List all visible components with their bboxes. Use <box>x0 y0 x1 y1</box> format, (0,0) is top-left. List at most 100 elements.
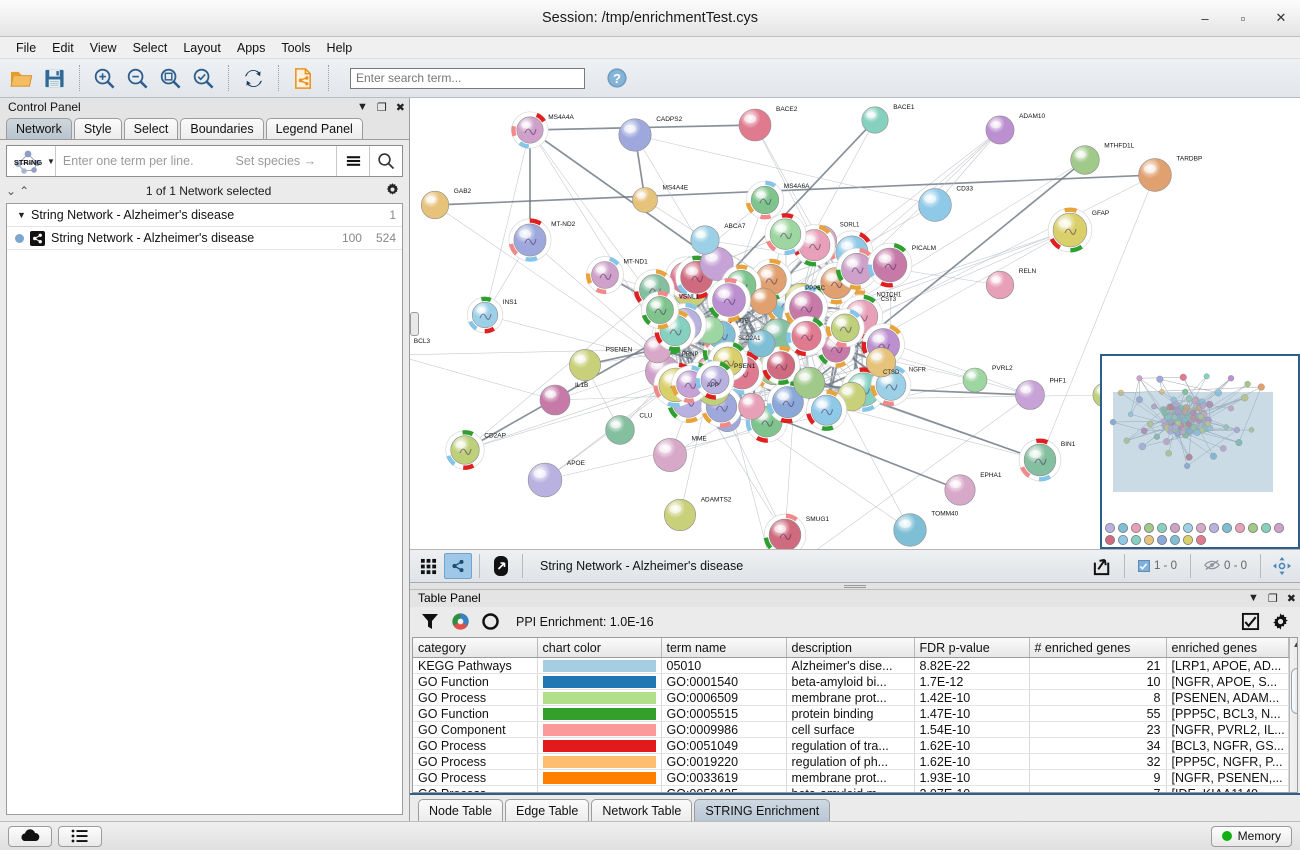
zoom-selected-icon[interactable] <box>188 63 219 94</box>
svg-text:BACE1: BACE1 <box>893 104 915 111</box>
col-fdr-pvalue[interactable]: FDR p-value <box>914 637 1030 659</box>
col-category[interactable]: category <box>413 637 538 659</box>
expand-triangle-icon[interactable]: ▼ <box>17 210 26 220</box>
donut-chart-icon[interactable] <box>478 610 502 634</box>
control-panel-tabs: Network Style Select Boundaries Legend P… <box>0 116 409 140</box>
tab-style[interactable]: Style <box>73 118 122 139</box>
open-folder-icon[interactable] <box>6 63 37 94</box>
table-row[interactable]: GO Component GO:0009986 cell surface 1.54E-… <box>413 721 1289 739</box>
table-row[interactable]: GO Function GO:0005515 protein binding 1.47… <box>413 705 1289 723</box>
birds-eye-minimap[interactable] <box>1100 354 1300 549</box>
color-wheel-icon[interactable] <box>448 610 472 634</box>
table-row[interactable]: GO Process GO:0006509 membrane prot... 1.42… <box>413 689 1289 707</box>
memory-button[interactable]: Memory <box>1210 825 1292 847</box>
grid-layout-icon[interactable] <box>414 553 442 579</box>
col-term-name[interactable]: term name <box>661 637 787 659</box>
tab-legend-panel[interactable]: Legend Panel <box>265 118 363 139</box>
menu-layout[interactable]: Layout <box>183 40 221 55</box>
set-species-link[interactable]: Set species → <box>235 154 317 168</box>
tab-boundaries[interactable]: Boundaries <box>180 118 264 139</box>
close-icon[interactable]: ✕ <box>1275 10 1287 25</box>
string-options-icon[interactable] <box>336 146 369 176</box>
table-panel-close-icon[interactable]: ✖ <box>1286 592 1296 605</box>
col-num-enriched-genes[interactable]: # enriched genes <box>1029 637 1167 659</box>
menu-apps[interactable]: Apps <box>236 40 266 55</box>
tab-string-enrichment[interactable]: STRING Enrichment <box>694 799 831 821</box>
table-header-row: category chart color term name descripti… <box>413 637 1289 659</box>
menu-file[interactable]: File <box>16 40 37 55</box>
table-row[interactable]: KEGG Pathways 05010 Alzheimer's dise... 8.8… <box>413 657 1289 675</box>
string-term-input[interactable]: Enter one term per line. Set species → <box>56 154 336 168</box>
enrichment-table[interactable]: category chart color term name descripti… <box>413 637 1289 792</box>
hidden-nodes-counter[interactable]: 0 - 0 <box>1198 559 1253 574</box>
table-row[interactable]: GO Process GO:0019220 regulation of ph... 1… <box>413 753 1289 771</box>
selected-nodes-counter[interactable]: 1 - 0 <box>1132 560 1183 572</box>
zoom-out-icon[interactable] <box>122 63 153 94</box>
enrichment-table-wrapper[interactable]: category chart color term name descripti… <box>412 636 1298 793</box>
save-icon[interactable] <box>39 63 70 94</box>
table-row[interactable]: GO Process GO:0051049 regulation of tra...… <box>413 737 1289 755</box>
control-panel-float-icon[interactable]: ❐ <box>376 101 387 114</box>
tab-network[interactable]: Network <box>6 118 72 139</box>
tab-edge-table[interactable]: Edge Table <box>505 799 590 821</box>
table-settings-gear-icon[interactable] <box>1268 610 1292 634</box>
filter-funnel-icon[interactable] <box>418 610 442 634</box>
menu-select[interactable]: Select <box>132 40 168 55</box>
select-all-checkbox-icon[interactable] <box>1238 610 1262 634</box>
col-enriched-genes[interactable]: enriched genes <box>1166 637 1289 659</box>
network-view-canvas[interactable]: MT-ND2 MT-ND1 VSNL1 GAB2 INS1 IL1B CLU MME BCL3 C… <box>410 98 1300 550</box>
pan-mode-icon[interactable] <box>1268 553 1296 579</box>
string-search-icon[interactable] <box>369 146 402 176</box>
col-chart-color[interactable]: chart color <box>537 637 662 659</box>
help-icon[interactable]: ? <box>601 63 632 94</box>
string-logo-icon[interactable]: STRING <box>7 146 49 176</box>
table-bottom-tabs: Node Table Edge Table Network Table STRI… <box>410 793 1300 821</box>
cell-num-enriched-genes: 8 <box>1029 689 1167 707</box>
table-panel-float-icon[interactable]: ❐ <box>1267 592 1278 605</box>
enrichment-table-body[interactable]: KEGG Pathways 05010 Alzheimer's dise... 8.8… <box>413 657 1289 792</box>
control-panel-dropdown-icon[interactable]: ▼ <box>357 101 368 113</box>
network-tree-root[interactable]: ▼ String Network - Alzheimer's disease 1 <box>7 204 402 227</box>
panel-splitter[interactable] <box>410 583 1300 590</box>
network-graph[interactable]: MT-ND2 MT-ND1 VSNL1 GAB2 INS1 IL1B CLU MME BCL3 C… <box>410 98 1300 550</box>
table-row[interactable]: GO Process GO:0050435beta-amyloid m...2.0… <box>413 785 1289 792</box>
list-icon[interactable] <box>58 825 102 847</box>
collapse-all-icon[interactable]: ⌄ <box>6 184 17 198</box>
svg-text:SORL1: SORL1 <box>840 223 860 229</box>
zoom-fit-icon[interactable] <box>155 63 186 94</box>
scrollbar-thumb[interactable] <box>1290 667 1297 714</box>
tab-network-table[interactable]: Network Table <box>591 799 693 821</box>
table-row[interactable]: GO Function GO:0001540 beta-amyloid bi... 1… <box>413 673 1289 691</box>
panel-drag-handle[interactable] <box>410 311 419 336</box>
tab-node-table[interactable]: Node Table <box>418 799 504 821</box>
expand-all-icon[interactable]: ⌃ <box>19 184 30 198</box>
search-input[interactable]: Enter search term... <box>350 67 585 89</box>
control-panel-close-icon[interactable]: ✖ <box>395 101 405 114</box>
string-species-caret-icon[interactable]: ▼ <box>47 156 55 166</box>
zoom-in-icon[interactable] <box>89 63 120 94</box>
export-network-icon[interactable] <box>288 63 319 94</box>
svg-text:IDE: IDE <box>738 319 748 325</box>
table-vertical-scrollbar[interactable]: ▲ <box>1288 637 1297 792</box>
minimize-icon[interactable]: – <box>1201 10 1209 26</box>
tab-select[interactable]: Select <box>123 118 179 139</box>
scroll-up-arrow-icon[interactable]: ▲ <box>1290 638 1297 652</box>
menu-help[interactable]: Help <box>326 40 353 55</box>
menu-tools[interactable]: Tools <box>281 40 311 55</box>
detach-view-icon[interactable] <box>487 553 515 579</box>
maximize-icon[interactable]: ▫ <box>1240 10 1246 26</box>
menu-view[interactable]: View <box>89 40 117 55</box>
network-tree-item[interactable]: String Network - Alzheimer's disease 100… <box>7 227 402 250</box>
table-row[interactable]: GO Process GO:0033619 membrane prot... 1.93… <box>413 769 1289 787</box>
menu-edit[interactable]: Edit <box>52 40 74 55</box>
refresh-icon[interactable] <box>238 63 269 94</box>
cell-fdr-pvalue: 8.82E-22 <box>914 657 1030 675</box>
col-description[interactable]: description <box>786 637 915 659</box>
network-layout-icon[interactable] <box>444 553 472 579</box>
network-settings-gear-icon[interactable] <box>385 182 400 200</box>
minimap-viewport-rect[interactable] <box>1113 392 1273 492</box>
export-view-icon[interactable] <box>1089 553 1117 579</box>
table-panel-dropdown-icon[interactable]: ▼ <box>1248 592 1259 605</box>
network-tree-list[interactable]: ▼ String Network - Alzheimer's disease 1… <box>6 203 403 815</box>
cloud-icon[interactable] <box>8 825 52 847</box>
